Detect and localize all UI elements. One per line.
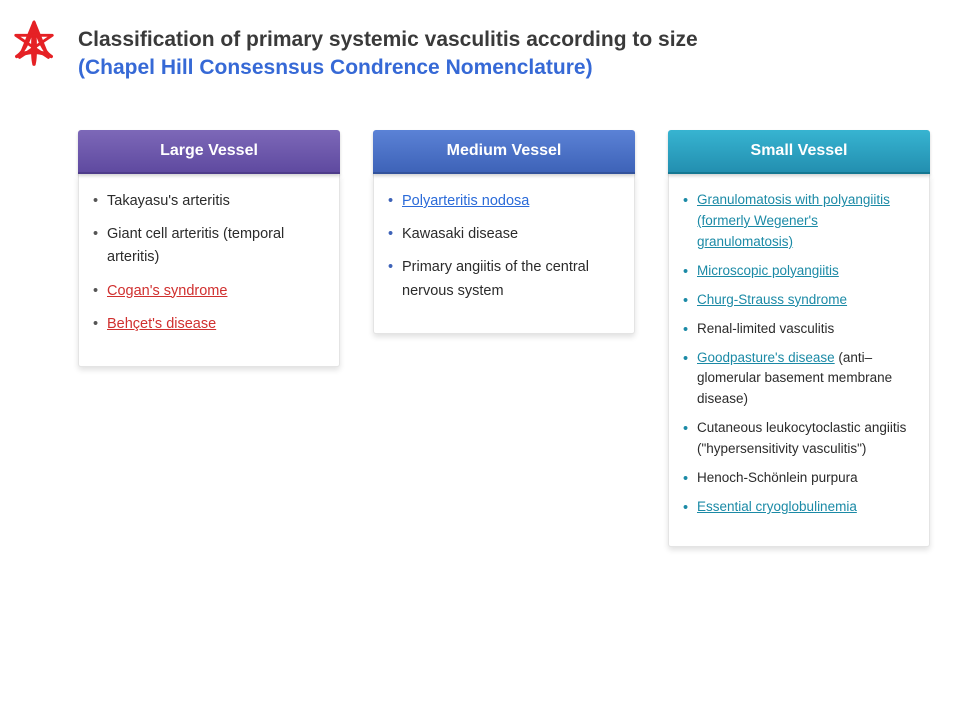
link-polyarteritis[interactable]: Polyarteritis nodosa [402,193,529,209]
link-microscopic-polyangiitis[interactable]: Microscopic polyangiitis [697,263,839,278]
list-item: Behçet's disease [93,313,325,336]
column-body-medium: Polyarteritis nodosa Kawasaki disease Pr… [373,174,635,334]
title-line-1: Classification of primary systemic vascu… [78,26,930,54]
title-line-2: (Chapel Hill Consesnsus Condrence Nomenc… [78,54,930,82]
column-header-medium: Medium Vessel [373,130,635,174]
list-item: Henoch-Schönlein purpura [683,468,915,489]
column-header-small: Small Vessel [668,130,930,174]
column-medium-vessel: Medium Vessel Polyarteritis nodosa Kawas… [373,130,635,334]
list-item: Takayasu's arteritis [93,190,325,213]
column-large-vessel: Large Vessel Takayasu's arteritis Giant … [78,130,340,367]
list-item: Renal-limited vasculitis [683,319,915,340]
list-item: Giant cell arteritis (temporal arteritis… [93,223,325,269]
link-cogans[interactable]: Cogan's syndrome [107,283,227,299]
list-item: Churg-Strauss syndrome [683,290,915,311]
link-gpa[interactable]: Granulomatosis with polyangiitis (former… [697,192,890,249]
link-goodpasture[interactable]: Goodpasture's disease [697,350,835,365]
column-small-vessel: Small Vessel Granulomatosis with polyang… [668,130,930,547]
star-icon [10,20,58,73]
column-header-large: Large Vessel [78,130,340,174]
list-item: Polyarteritis nodosa [388,190,620,213]
list-item: Primary angiitis of the central nervous … [388,256,620,302]
column-body-small: Granulomatosis with polyangiitis (former… [668,174,930,547]
list-item: Essential cryoglobulinemia [683,497,915,518]
list-item: Kawasaki disease [388,223,620,246]
link-churg-strauss[interactable]: Churg-Strauss syndrome [697,292,847,307]
list-item: Goodpasture's disease (anti–glomerular b… [683,348,915,411]
list-item: Microscopic polyangiitis [683,261,915,282]
columns-container: Large Vessel Takayasu's arteritis Giant … [78,130,930,547]
list-item: Granulomatosis with polyangiitis (former… [683,190,915,253]
link-cryoglobulinemia[interactable]: Essential cryoglobulinemia [697,499,857,514]
slide: Classification of primary systemic vascu… [0,0,960,720]
column-body-large: Takayasu's arteritis Giant cell arteriti… [78,174,340,367]
link-behcets[interactable]: Behçet's disease [107,316,216,332]
list-item: Cogan's syndrome [93,280,325,303]
list-item: Cutaneous leukocytoclastic angiitis ("hy… [683,418,915,460]
page-title: Classification of primary systemic vascu… [78,26,930,83]
